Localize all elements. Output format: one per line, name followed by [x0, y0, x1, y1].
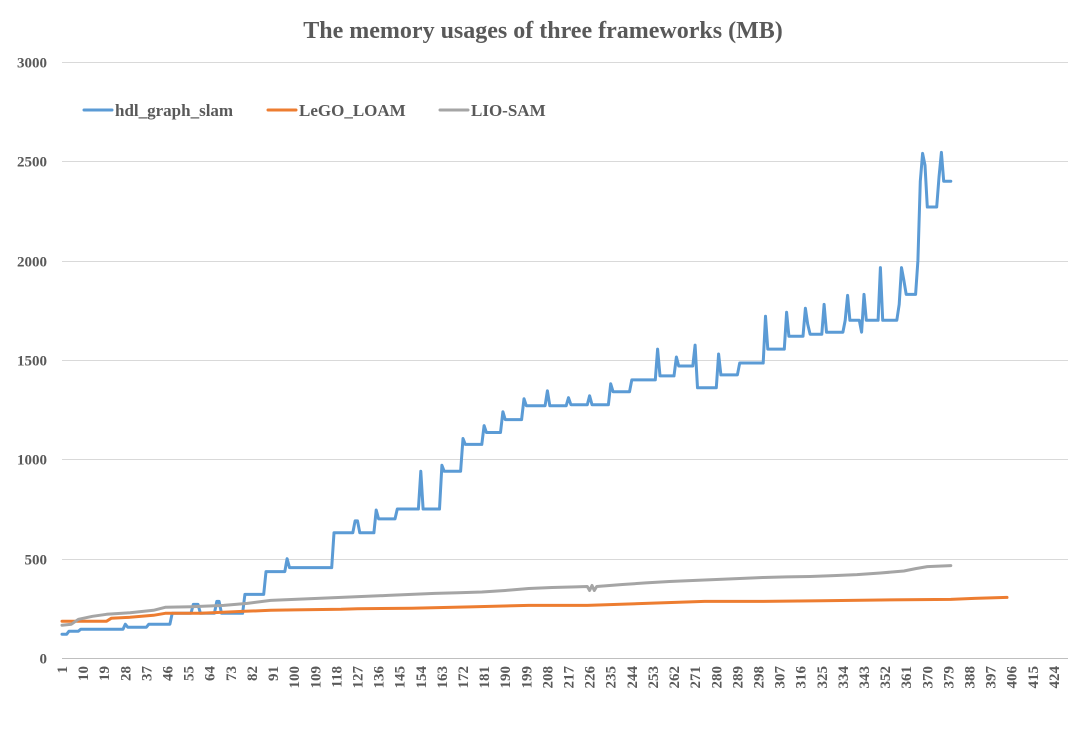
x-tick-label: 181	[477, 666, 493, 689]
y-tick-label: 2000	[17, 255, 47, 271]
x-tick-label: 244	[625, 666, 641, 689]
x-tick-label: 208	[540, 666, 556, 689]
x-tick-label: 64	[203, 666, 219, 682]
x-tick-label: 163	[435, 666, 451, 689]
chart-title: The memory usages of three frameworks (M…	[303, 18, 782, 44]
x-tick-label: 73	[224, 666, 240, 681]
x-tick-label: 370	[920, 666, 936, 689]
y-tick-label: 0	[40, 652, 48, 668]
y-tick-label: 1000	[17, 453, 47, 469]
x-tick-label: 352	[878, 666, 894, 689]
x-tick-label: 226	[583, 666, 599, 689]
x-tick-label: 217	[562, 666, 578, 689]
legend: hdl_graph_slam LeGO_LOAM LIO-SAM	[82, 101, 546, 120]
series-line-lio-sam	[60, 564, 953, 627]
x-tick-label: 136	[372, 666, 388, 689]
x-tick-label: 280	[709, 666, 725, 689]
x-tick-label: 235	[604, 666, 620, 689]
x-tick-label: 109	[308, 666, 324, 689]
x-tick-label: 379	[941, 666, 957, 689]
x-tick-label: 10	[76, 666, 92, 681]
x-tick-label: 307	[773, 666, 789, 689]
x-tick-label: 262	[667, 666, 683, 689]
legend-label: hdl_graph_slam	[115, 101, 233, 120]
x-tick-label: 271	[688, 666, 704, 689]
x-tick-label: 82	[245, 666, 261, 681]
y-tick-label: 500	[25, 553, 48, 569]
x-tick-label: 388	[963, 666, 979, 689]
x-tick-label: 37	[139, 666, 155, 682]
x-tick-label: 316	[794, 666, 810, 689]
x-tick-label: 127	[350, 666, 366, 689]
x-tick-label: 91	[266, 666, 282, 681]
x-tick-label: 55	[182, 666, 198, 681]
x-tick-label: 397	[984, 666, 1000, 689]
y-tick-label: 1500	[17, 354, 47, 370]
x-tick-label: 154	[414, 666, 430, 689]
x-tick-label: 424	[1047, 666, 1063, 689]
x-tick-label: 253	[646, 666, 662, 689]
x-tick-label: 325	[815, 666, 831, 689]
x-tick-label: 145	[393, 666, 409, 689]
grid-lines	[62, 62, 1068, 560]
series-line-hdl-graph-slam	[60, 150, 953, 636]
series-line-lego-loam	[60, 595, 1009, 623]
x-tick-label: 298	[751, 666, 767, 689]
x-tick-label: 199	[519, 666, 535, 689]
x-tick-label: 172	[456, 666, 472, 689]
x-tick-label: 406	[1005, 665, 1021, 688]
x-tick-label: 343	[857, 666, 873, 689]
x-tick-label: 100	[287, 666, 303, 689]
x-tick-label: 334	[836, 666, 852, 689]
x-tick-label: 28	[118, 666, 134, 681]
legend-label: LIO-SAM	[471, 101, 546, 120]
x-tick-label: 46	[161, 666, 177, 682]
legend-label: LeGO_LOAM	[299, 101, 406, 120]
axes: 0 500 1000 1500 2000 2500 3000 1 10 19 28 37 46 55 64 7…	[17, 56, 1068, 689]
x-tick-label: 415	[1026, 666, 1042, 689]
series-lines	[60, 150, 1009, 636]
y-tick-label: 2500	[17, 155, 47, 171]
x-tick-label: 361	[899, 666, 915, 689]
x-tick-label: 1	[55, 666, 71, 674]
x-tick-label: 190	[498, 666, 514, 689]
x-tick-label: 118	[329, 666, 345, 688]
y-tick-label: 3000	[17, 56, 47, 72]
x-tick-label: 19	[97, 666, 113, 681]
x-tick-label: 289	[730, 666, 746, 689]
